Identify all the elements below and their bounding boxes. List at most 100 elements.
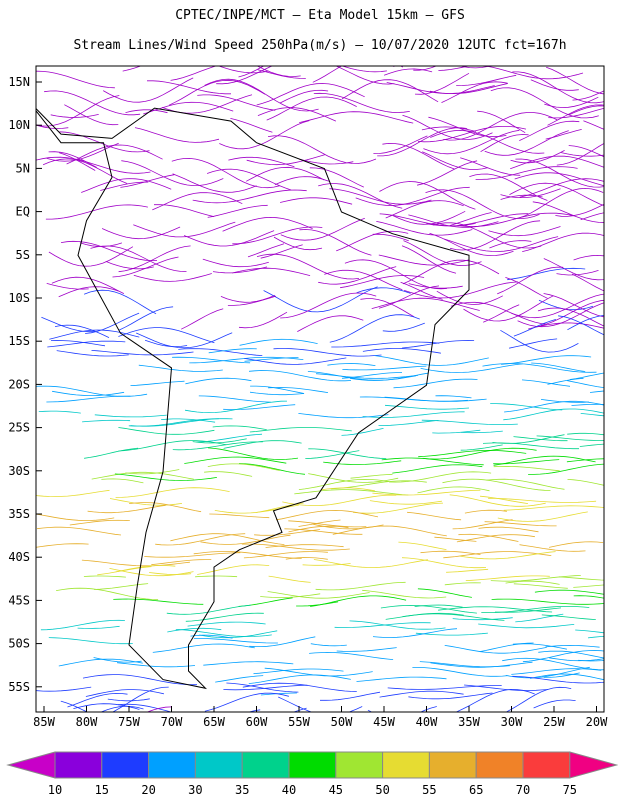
streamline — [310, 596, 406, 607]
streamline — [123, 55, 195, 71]
colorbar-label: 20 — [141, 783, 155, 797]
streamline — [135, 128, 219, 143]
streamline — [316, 582, 406, 590]
streamline — [108, 699, 150, 701]
streamline — [299, 230, 371, 256]
streamline — [491, 88, 599, 118]
streamline — [81, 179, 171, 193]
lat-label: 25S — [8, 421, 30, 435]
streamline — [493, 435, 565, 444]
streamline — [445, 645, 547, 653]
streamline — [336, 231, 408, 251]
streamline — [357, 677, 447, 681]
streamline — [548, 105, 618, 125]
streamline — [538, 651, 618, 661]
lat-label: 40S — [8, 550, 30, 564]
streamline — [82, 736, 184, 753]
streamline — [250, 392, 304, 395]
colorbar-box — [195, 752, 242, 778]
streamline — [35, 96, 119, 127]
streamline — [32, 490, 110, 496]
streamline — [131, 381, 185, 385]
colorbar-label: 70 — [516, 783, 530, 797]
streamline — [423, 448, 537, 459]
streamline — [380, 691, 464, 697]
streamline — [460, 552, 556, 559]
streamline — [492, 599, 606, 604]
lat-label: 35S — [8, 507, 30, 521]
streamline — [351, 474, 393, 478]
lon-label: 60W — [246, 715, 268, 729]
subtitle: Stream Lines/Wind Speed 250hPa(m/s) – 10… — [73, 38, 566, 53]
streamline — [240, 339, 318, 345]
streamline — [186, 613, 264, 621]
streamline — [197, 565, 269, 575]
streamline — [572, 404, 618, 409]
streamline — [542, 615, 596, 620]
streamline — [408, 693, 492, 699]
streamline — [223, 405, 295, 410]
streamline — [438, 57, 546, 70]
streamline — [215, 676, 263, 683]
streamline — [258, 70, 306, 79]
streamline — [144, 553, 240, 558]
streamline — [173, 174, 257, 193]
colorbar-high — [570, 752, 617, 778]
streamline — [511, 293, 613, 317]
streamline — [514, 584, 568, 589]
streamline — [438, 607, 552, 612]
streamline — [373, 629, 457, 638]
streamline — [559, 577, 618, 581]
streamline — [31, 687, 91, 691]
streamline — [451, 689, 535, 714]
streamline — [37, 527, 121, 535]
streamline — [46, 396, 130, 402]
streamline — [415, 73, 469, 94]
streamline — [466, 576, 550, 581]
streamline — [324, 270, 402, 289]
colorbar-label: 15 — [95, 783, 109, 797]
streamline — [185, 378, 251, 384]
streamline — [84, 576, 126, 577]
streamline — [94, 584, 148, 590]
streamline — [534, 700, 576, 708]
streamline — [513, 188, 603, 219]
streamline — [442, 82, 508, 103]
streamline — [489, 227, 561, 236]
streamline — [533, 202, 618, 223]
streamline — [386, 613, 464, 619]
streamline — [480, 643, 534, 652]
streamline — [52, 277, 124, 293]
streamline — [59, 153, 95, 171]
streamline — [280, 198, 352, 204]
colorbar-label: 40 — [282, 783, 296, 797]
lon-label: 20W — [586, 715, 608, 729]
streamline — [539, 300, 593, 310]
streamline — [510, 156, 612, 170]
streamline — [573, 584, 615, 587]
streamline — [239, 598, 293, 607]
streamline — [404, 241, 482, 266]
streamline — [209, 514, 269, 518]
streamline — [490, 404, 562, 410]
lat-label: 30S — [8, 464, 30, 478]
streamline — [483, 305, 519, 323]
streamline — [313, 56, 403, 82]
streamline — [505, 277, 547, 298]
streamline — [102, 227, 180, 239]
streamline — [430, 233, 514, 255]
streamline — [422, 152, 488, 170]
streamline — [244, 552, 328, 558]
colorbar-box — [476, 752, 523, 778]
colorbar-box — [429, 752, 476, 778]
streamline — [43, 159, 127, 184]
lon-label: 80W — [76, 715, 98, 729]
streamline — [92, 472, 194, 479]
streamline — [479, 527, 539, 532]
streamline — [181, 309, 223, 330]
streamline — [155, 534, 245, 545]
streamline — [167, 628, 221, 632]
streamline — [49, 247, 133, 267]
streamline — [327, 364, 375, 366]
streamline — [208, 205, 268, 217]
